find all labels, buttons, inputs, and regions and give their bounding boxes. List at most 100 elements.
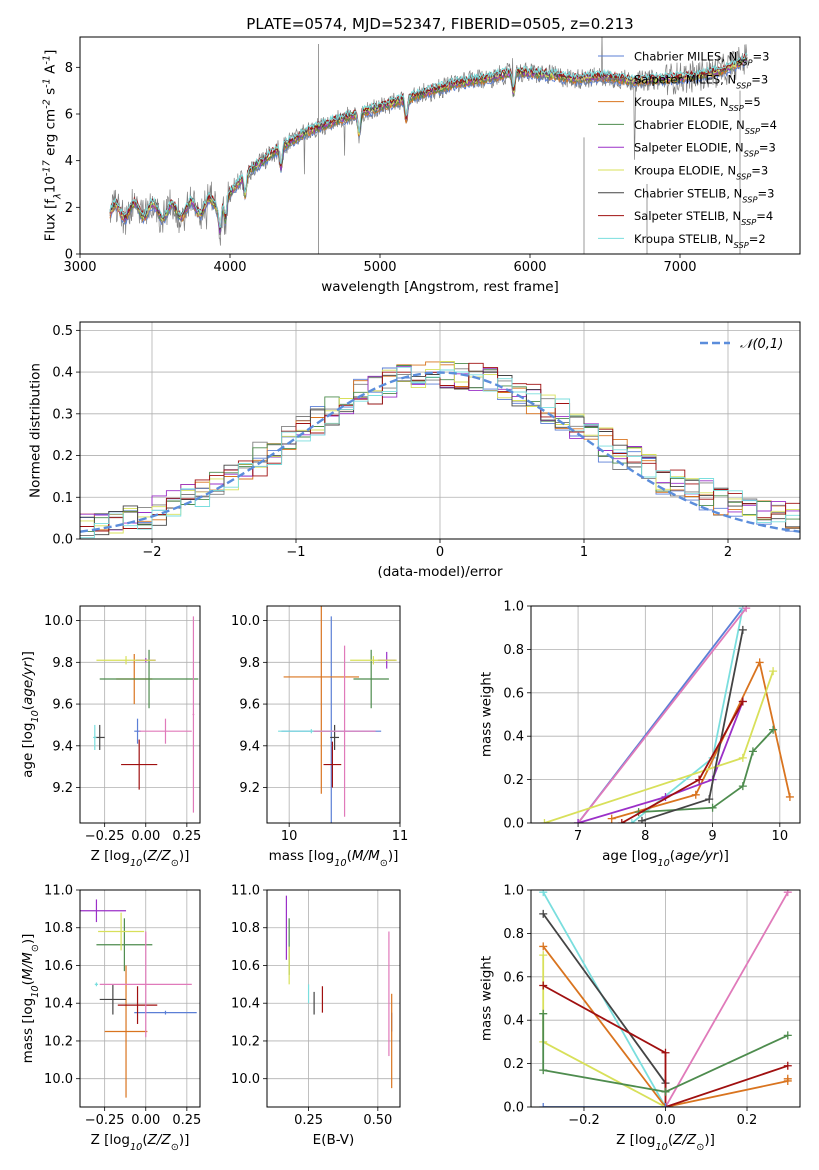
axes-frame <box>79 889 201 1108</box>
legend-label-1: Chabrier MILES, NSSP=3 <box>634 50 769 68</box>
y-tick-label: 9.6 <box>239 698 260 713</box>
model-spectrum-9 <box>109 52 748 228</box>
y-tick-label: 9.4 <box>52 739 73 754</box>
weight-line <box>542 984 789 1107</box>
plot-area-age-z <box>93 616 199 813</box>
y-tick-label: 0.0 <box>503 817 524 832</box>
weight-marker <box>783 1074 792 1083</box>
y-tick-label: 9.2 <box>239 781 260 796</box>
y-tick-label: 8 <box>65 61 73 76</box>
weight-marker <box>742 606 751 613</box>
panel-age-mass: 10 11 9.2 9.4 9.6 9.8 10.0 mass [log10(M/M⊙)] <box>231 605 409 869</box>
axes-frame <box>266 605 401 824</box>
y-tick-label: 6 <box>65 108 73 123</box>
x-tick-label: 3000 <box>63 260 96 275</box>
y-tick-label: 0.6 <box>503 686 524 701</box>
y-tick-label: 2 <box>65 201 73 216</box>
error-point-9 <box>99 931 192 1038</box>
weight-series-3 <box>539 909 670 1096</box>
weight-series-2 <box>661 890 792 1107</box>
error-point-2 <box>104 965 148 1098</box>
y-tick-label: 1.0 <box>503 600 524 615</box>
weight-series-7 <box>539 1009 792 1096</box>
panel-age-z: −0.25 0.00 0.25 9.2 9.4 9.6 9.8 10.0 Z [log10(Z/… <box>20 605 201 869</box>
y-tick-label: 10.4 <box>44 997 73 1012</box>
x-axis-label: Z [log10(Z/Z⊙)] <box>91 848 190 869</box>
x-tick-label: −0.25 <box>85 1113 125 1128</box>
y-tick-label: 0.4 <box>52 366 73 381</box>
x-axis-label: (data-model)/error <box>377 564 503 580</box>
panel-weight-z: −0.2 0.0 0.2 0.0 0.2 0.4 0.6 0.8 1.0 Z [log10(Z/Z… <box>479 884 801 1153</box>
x-tick-label: 7 <box>574 829 582 844</box>
y-tick-label: 10.8 <box>231 921 260 936</box>
weight-marker <box>539 951 548 960</box>
error-point-5 <box>98 912 145 951</box>
x-tick-label: −1 <box>286 545 305 560</box>
y-tick-label: 9.4 <box>239 739 260 754</box>
x-axis-label: Z [log10(Z/Z⊙)] <box>91 1132 190 1153</box>
x-tick-label: 1 <box>580 545 588 560</box>
y-tick-label: 0.5 <box>52 324 73 339</box>
x-tick-label: −0.2 <box>568 1113 600 1128</box>
x-tick-label: 0.50 <box>363 1113 392 1128</box>
y-tick-label: 9.8 <box>239 656 260 671</box>
weight-marker <box>661 1103 670 1107</box>
panel-spectrum: 3000 4000 5000 6000 7000 0 2 4 6 8 wavelength [Ang… <box>41 36 801 295</box>
x-tick-label: 5000 <box>363 260 396 275</box>
axes-frame <box>530 605 801 824</box>
weight-marker <box>691 790 700 799</box>
residual-histogram-6 <box>80 361 800 534</box>
weight-marker <box>661 1048 670 1057</box>
y-tick-label: 10.6 <box>231 959 260 974</box>
weight-marker <box>539 1066 548 1075</box>
weight-line <box>641 629 744 822</box>
weight-series-5 <box>634 725 778 817</box>
x-axis-label: wavelength [Angstrom, rest frame] <box>321 279 559 295</box>
weight-marker <box>783 1031 792 1040</box>
weight-marker <box>705 795 714 804</box>
weight-series-7 <box>540 667 778 823</box>
panel-residuals: −2 −1 0 1 2 0.0 0.1 0.2 0.3 0.4 0.5 (data-model)/er… <box>28 321 801 580</box>
weight-line <box>577 701 744 823</box>
weight-marker <box>539 890 548 897</box>
x-tick-label: 4000 <box>213 260 246 275</box>
x-tick-label: 10 <box>281 829 298 844</box>
error-point-8 <box>94 982 99 987</box>
error-point-6 <box>99 984 127 1015</box>
weight-series-6 <box>539 981 792 1107</box>
axes-frame <box>79 36 801 255</box>
weight-marker <box>755 658 764 667</box>
y-tick-label: 10.4 <box>231 997 260 1012</box>
error-point-2 <box>283 606 359 794</box>
y-tick-label: 11.0 <box>44 884 73 899</box>
weight-marker <box>785 792 794 801</box>
x-tick-label: 0.25 <box>294 1113 323 1128</box>
weight-marker <box>695 775 704 784</box>
weight-marker <box>539 942 548 951</box>
plot-area-spectrum <box>109 37 748 254</box>
y-tick-label: 10.0 <box>231 614 260 629</box>
x-tick-label: 11 <box>392 829 409 844</box>
x-tick-label: 0.25 <box>172 829 201 844</box>
x-axis-label: E(B-V) <box>313 1132 355 1148</box>
y-tick-label: 9.2 <box>52 781 73 796</box>
weight-marker <box>738 782 747 791</box>
weight-series-8 <box>539 1103 670 1107</box>
error-point-8 <box>93 724 97 750</box>
normal-reference-curve <box>80 371 800 533</box>
y-tick-label: 10.0 <box>44 1072 73 1087</box>
error-point-4 <box>80 899 127 923</box>
y-tick-label: 0.3 <box>52 407 73 422</box>
plot-area-residuals <box>80 361 800 539</box>
y-tick-label: 11.0 <box>231 884 260 899</box>
y-tick-label: 0.8 <box>503 643 524 658</box>
legend-label-3: Kroupa MILES, NSSP=5 <box>634 95 761 113</box>
panel-mass-z: −0.25 0.00 0.25 10.0 10.2 10.4 10.6 10.8 11.0 Z [… <box>20 884 201 1153</box>
error-point-7 <box>323 741 342 788</box>
weight-marker <box>607 814 616 823</box>
error-point-7 <box>117 986 158 1024</box>
panel-weight-age: 7 8 9 10 0.0 0.2 0.4 0.6 0.8 1.0 age [log10(age/yr… <box>479 600 801 869</box>
error-point-7 <box>121 739 158 790</box>
axes-frame <box>79 605 201 824</box>
y-tick-label: 0.0 <box>52 533 73 548</box>
